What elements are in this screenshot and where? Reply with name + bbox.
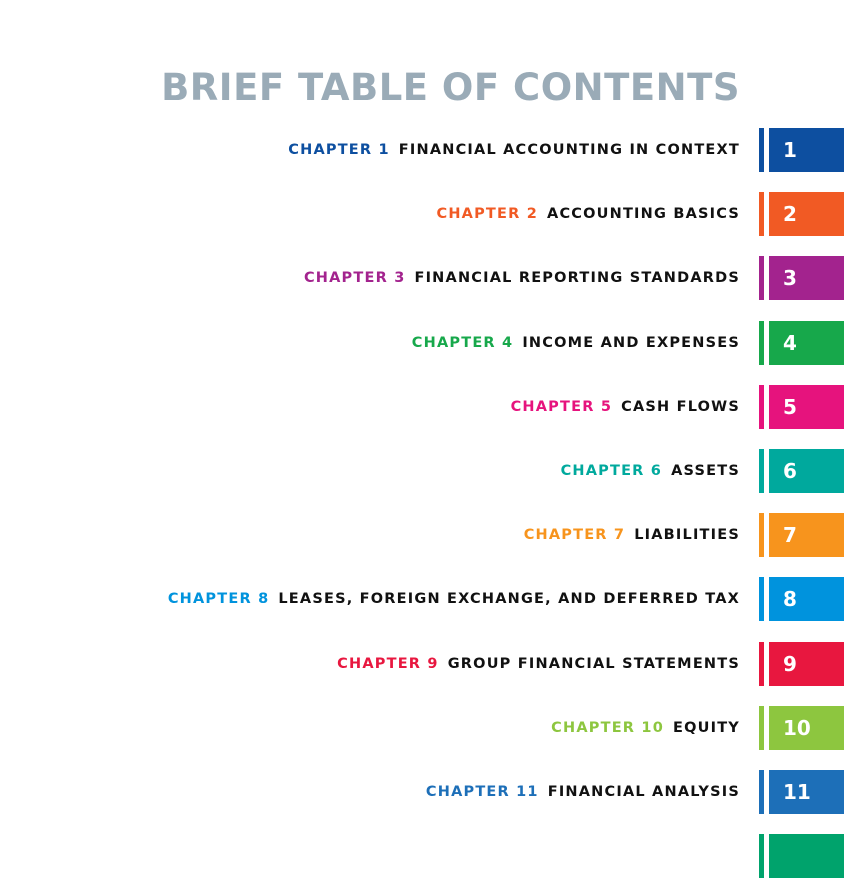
number-block: 10: [769, 705, 844, 750]
chapter-label: CHAPTER 8: [167, 591, 270, 608]
number-block: 8: [769, 577, 844, 622]
toc-row: CHAPTER 8 LEASES, FOREIGN EXCHANGE, AND D…: [0, 577, 844, 622]
strip: [759, 705, 764, 750]
number-block: 3: [769, 256, 844, 301]
chapter-number: 3: [783, 266, 797, 291]
toc-row: CHAPTER 4 INCOME AND EXPENSES 4: [0, 320, 844, 365]
chapter-label: CHAPTER 11: [425, 784, 539, 800]
chapter-label: CHAPTER 7: [523, 527, 626, 544]
strip: [759, 770, 764, 814]
strip: [759, 192, 764, 237]
number-block: 9: [769, 641, 844, 686]
chapter-label: CHAPTER 1: [288, 142, 390, 158]
strip: [759, 320, 764, 365]
toc-row: CHAPTER 3 FINANCIAL REPORTING STANDARDS 3: [0, 256, 844, 301]
number-block: 5: [769, 384, 844, 429]
chapter-title: FINANCIAL ANALYSIS: [547, 784, 740, 800]
chapter-number: 1: [783, 138, 797, 162]
number-block: 6: [769, 449, 844, 493]
number-block: 11: [769, 770, 844, 814]
entry-text: CHAPTER 5 CASH FLOWS: [511, 385, 740, 429]
number-block: 7: [769, 513, 844, 558]
chapter-title: INCOME AND EXPENSES: [522, 334, 740, 351]
number-block: 1: [769, 128, 844, 172]
chapter-title: FINANCIAL REPORTING STANDARDS: [414, 270, 740, 287]
entry-text: CHAPTER 4 INCOME AND EXPENSES: [412, 321, 740, 365]
chapter-number: 10: [783, 715, 811, 740]
strip: [759, 577, 764, 622]
strip: [759, 256, 764, 301]
chapter-number: 5: [783, 394, 797, 419]
entry-text: CHAPTER 11 FINANCIAL ANALYSIS: [426, 770, 740, 814]
toc-title: BRIEF TABLE OF CONTENTS: [161, 66, 740, 109]
chapter-title: CASH FLOWS: [621, 398, 740, 415]
strip: [759, 449, 764, 493]
chapter-label: CHAPTER 3: [303, 270, 406, 287]
block: [769, 834, 844, 878]
entry-text: CHAPTER 6 ASSETS: [561, 449, 740, 493]
toc-row: CHAPTER 10 EQUITY 10: [0, 705, 844, 750]
toc-row: CHAPTER 11 FINANCIAL ANALYSIS 11: [0, 770, 844, 814]
chapter-number: 11: [783, 780, 811, 804]
chapter-label: CHAPTER 4: [411, 334, 514, 351]
entry-text: CHAPTER 1 FINANCIAL ACCOUNTING IN CONTEXT: [288, 128, 740, 172]
chapter-label: CHAPTER 2: [436, 206, 539, 223]
toc-row: CHAPTER 7 LIABILITIES 7: [0, 513, 844, 558]
strip: [759, 834, 764, 878]
chapter-title: LEASES, FOREIGN EXCHANGE, AND DEFERRED T…: [278, 591, 740, 608]
strip: [759, 641, 764, 686]
chapter-number: 2: [783, 202, 797, 227]
entry-text: CHAPTER 2 ACCOUNTING BASICS: [436, 192, 740, 236]
chapter-number: 6: [783, 459, 797, 483]
chapter-title: ASSETS: [671, 463, 740, 479]
entry-text: CHAPTER 9 GROUP FINANCIAL STATEMENTS: [337, 642, 740, 686]
chapter-title: ACCOUNTING BASICS: [547, 206, 740, 223]
toc-row: CHAPTER 9 GROUP FINANCIAL STATEMENTS 9: [0, 641, 844, 686]
number-block: 2: [769, 192, 844, 237]
toc-row: CHAPTER 6 ASSETS 6: [0, 449, 844, 493]
entry-text: CHAPTER 3 FINANCIAL REPORTING STANDARDS: [304, 256, 740, 300]
chapter-title: FINANCIAL ACCOUNTING IN CONTEXT: [398, 142, 740, 158]
entry-text: CHAPTER 8 LEASES, FOREIGN EXCHANGE, AND D…: [168, 577, 740, 621]
entry-text: CHAPTER 7 LIABILITIES: [524, 513, 740, 557]
partial-row: [0, 834, 844, 878]
chapter-label: CHAPTER 10: [551, 719, 664, 736]
page: {"title": "BRIEF TABLE OF CONTENTS", "ch…: [0, 66, 844, 878]
chapter-label: CHAPTER 9: [337, 655, 439, 672]
chapter-number: 8: [783, 587, 797, 612]
chapter-number: 4: [783, 330, 797, 355]
toc-row: CHAPTER 5 CASH FLOWS 5: [0, 384, 844, 429]
chapter-number: 7: [783, 523, 797, 548]
chapter-title: GROUP FINANCIAL STATEMENTS: [447, 655, 740, 672]
chapter-title: EQUITY: [673, 719, 740, 736]
number-block: 4: [769, 320, 844, 365]
entry-text: CHAPTER 10 EQUITY: [551, 706, 740, 750]
toc-row: CHAPTER 1 FINANCIAL ACCOUNTING IN CONTEXT…: [0, 128, 844, 172]
toc-row: CHAPTER 2 ACCOUNTING BASICS 2: [0, 192, 844, 237]
chapter-label: CHAPTER 5: [510, 398, 613, 415]
strip: [759, 513, 764, 558]
chapter-title: LIABILITIES: [634, 527, 740, 544]
strip: [759, 384, 764, 429]
chapter-label: CHAPTER 6: [560, 463, 663, 479]
chapter-number: 9: [783, 651, 797, 676]
strip: [759, 128, 764, 172]
